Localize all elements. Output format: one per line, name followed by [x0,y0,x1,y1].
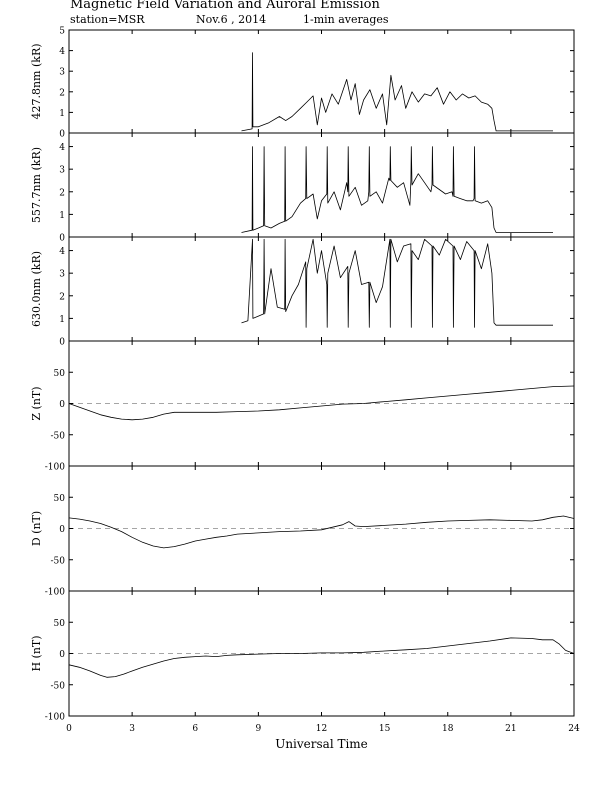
x-tick-label: 15 [379,724,391,734]
y-tick-label: 0 [59,525,65,535]
y-axis-label-427-8nm: 427.8nm (kR) [30,43,43,119]
y-tick-label: -50 [51,556,66,566]
y-tick-label: 0 [59,650,65,660]
y-tick-label: -100 [45,713,65,723]
y-tick-label: 2 [59,88,65,98]
y-tick-label: -50 [51,681,66,691]
x-tick-label: 18 [442,724,454,734]
averages-label: 1-min averages [303,13,389,26]
x-tick-label: 9 [256,724,262,734]
y-tick-label: 0 [59,130,65,140]
y-tick-label: 1 [59,109,65,119]
x-tick-label: 12 [316,724,327,734]
x-tick-label: 24 [568,724,580,734]
x-tick-label: 21 [505,724,516,734]
panel-frame-557-7nm [68,132,575,238]
y-tick-label: -50 [51,431,66,441]
station-label: station=MSR [70,13,145,26]
data-line-427-8nm [241,52,553,132]
y-tick-label: 2 [59,188,65,198]
x-tick-label: 3 [129,724,135,734]
y-axis-label-d: D (nT) [30,511,43,546]
panel-frame-427-8nm [68,29,575,134]
y-axis-label-z: Z (nT) [30,386,43,420]
y-tick-label: 4 [59,247,65,257]
y-tick-label: 0 [59,400,65,410]
y-tick-label: -100 [45,588,65,598]
x-tick-label: 6 [192,724,198,734]
data-line-d [68,515,575,549]
data-line-630-0nm [241,238,553,328]
y-axis-label-557-7nm: 557.7nm (kR) [30,147,43,223]
y-tick-label: 3 [59,166,65,176]
y-axis-label-630-0nm: 630.0nm (kR) [30,251,43,327]
data-line-z [68,385,575,421]
data-line-h [68,637,575,678]
y-tick-label: 50 [54,619,66,629]
x-axis-label: Universal Time [275,737,368,751]
y-tick-label: 1 [59,315,65,325]
y-tick-label: 4 [59,47,65,57]
x-tick-label: 0 [66,724,72,734]
y-tick-label: 50 [54,494,66,504]
data-line-557-7nm [241,146,553,233]
y-tick-label: 1 [59,211,65,221]
y-tick-label: 0 [59,338,65,348]
y-tick-label: 2 [59,292,65,302]
y-tick-label: -100 [45,463,65,473]
y-tick-label: 50 [54,369,66,379]
chart-title: Magnetic Field Variation and Auroral Emi… [70,0,380,12]
y-tick-label: 5 [59,27,65,37]
y-tick-label: 3 [59,68,65,78]
y-axis-label-h: H (nT) [30,635,43,671]
y-tick-label: 3 [59,270,65,280]
y-tick-label: 0 [59,234,65,244]
date-label: Nov.6 , 2014 [196,13,267,26]
y-tick-label: 4 [59,143,65,153]
